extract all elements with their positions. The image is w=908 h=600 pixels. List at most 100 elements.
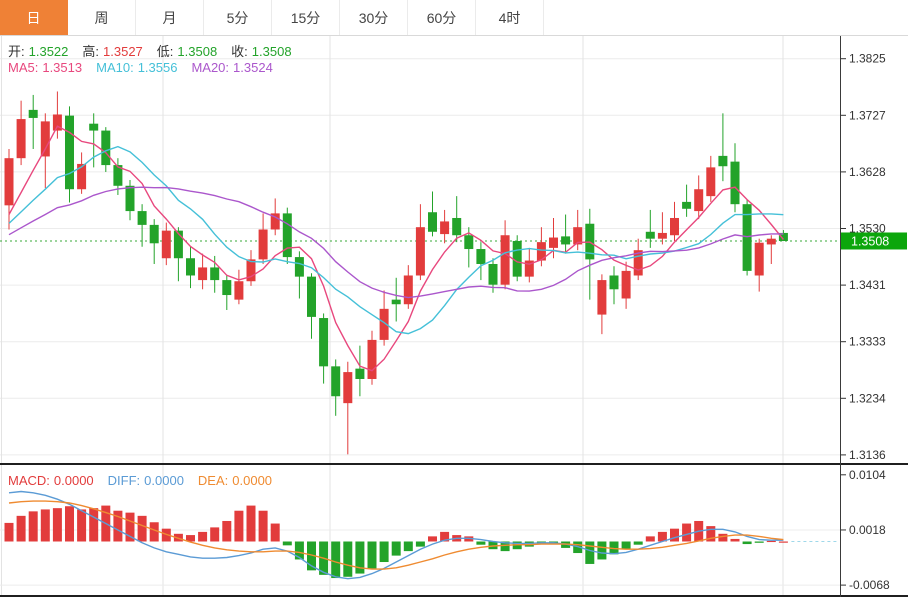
- macd-histogram-bar: [307, 541, 316, 571]
- candle-body: [234, 281, 244, 300]
- tab-4-5分[interactable]: 5分: [204, 0, 272, 35]
- candle-body: [440, 221, 450, 235]
- candle-body: [270, 213, 280, 230]
- candlestick-macd-chart[interactable]: 1.3825 1.3727 1.3628 1.3530 1.3431 1.3333 1.32…: [0, 36, 908, 597]
- macd-histogram-bar: [428, 536, 437, 542]
- candle-body: [28, 109, 38, 118]
- macd-histogram-bar: [343, 541, 353, 577]
- candle-body: [89, 123, 99, 131]
- tab-2-周[interactable]: 周: [68, 0, 136, 35]
- candle-body: [77, 163, 87, 190]
- macd-histogram-bar: [270, 523, 280, 542]
- tab-6-30分[interactable]: 30分: [340, 0, 408, 35]
- tab-1-日[interactable]: 日: [0, 0, 68, 35]
- macd-histogram-bar: [621, 541, 631, 550]
- candle-body: [766, 238, 776, 245]
- macd-histogram-bar: [65, 506, 74, 542]
- current-price-badge: [841, 232, 907, 250]
- candle-body: [222, 280, 232, 296]
- candle-body: [730, 161, 740, 205]
- candle-body: [16, 119, 26, 159]
- candle-body: [40, 121, 50, 157]
- candle-body: [428, 212, 437, 232]
- macd-histogram-bar: [391, 541, 401, 556]
- macd-histogram-bar: [282, 541, 292, 546]
- macd-histogram-bar: [210, 527, 220, 542]
- candle-body: [282, 213, 292, 258]
- macd-histogram-bar: [258, 510, 268, 542]
- macd-histogram-bar: [355, 541, 365, 574]
- candle-body: [706, 167, 716, 197]
- price-axis-label: 1.3530: [849, 222, 886, 236]
- macd-histogram-bar: [754, 541, 764, 543]
- diff-line: [8, 490, 784, 580]
- candle-body: [645, 231, 655, 239]
- candle-body: [210, 267, 220, 281]
- macd-histogram-bar: [367, 541, 377, 569]
- tab-8-4时[interactable]: 4时: [476, 0, 544, 35]
- macd-histogram-bar: [137, 515, 147, 542]
- candle-body: [343, 372, 353, 404]
- current-price-badge-text: 1.3508: [851, 234, 889, 248]
- macd-histogram-bar: [125, 512, 135, 542]
- price-axis-label: 1.3136: [849, 448, 886, 462]
- macd-histogram-bar: [222, 520, 232, 542]
- candle-body: [597, 280, 607, 315]
- price-axis-label: 1.3234: [849, 391, 886, 405]
- candle-body: [161, 230, 171, 259]
- price-axis-label: 1.3825: [849, 52, 886, 66]
- candle-body: [355, 368, 365, 379]
- macd-histogram-bar: [657, 531, 667, 542]
- macd-histogram-bar: [149, 522, 159, 542]
- candle-body: [186, 258, 195, 276]
- ma20-line: [8, 186, 784, 299]
- candle-body: [633, 250, 643, 276]
- macd-histogram-bar: [730, 538, 740, 542]
- candle-body: [415, 227, 425, 276]
- ma10-line: [8, 145, 784, 335]
- tab-3-月[interactable]: 月: [136, 0, 204, 35]
- candle-body: [778, 232, 788, 241]
- macd-histogram-bar: [246, 505, 256, 542]
- macd-histogram-bar: [186, 535, 195, 542]
- candle-body: [718, 155, 728, 167]
- macd-histogram-bar: [4, 522, 14, 542]
- macd-histogram-bar: [476, 541, 486, 545]
- candle-body: [512, 240, 522, 277]
- tab-7-60分[interactable]: 60分: [408, 0, 476, 35]
- candle-body: [742, 204, 752, 271]
- macd-histogram-bar: [28, 511, 38, 542]
- candle-body: [754, 242, 764, 276]
- candle-body: [125, 185, 135, 212]
- candle-body: [65, 115, 74, 190]
- candle-body: [682, 201, 692, 209]
- candle-body: [246, 259, 256, 282]
- macd-axis-label: 0.0104: [849, 468, 886, 482]
- candle-body: [621, 270, 631, 299]
- price-axis-label: 1.3333: [849, 335, 886, 349]
- price-axis-label: 1.3628: [849, 165, 886, 179]
- candle-body: [694, 189, 704, 212]
- candle-body: [4, 158, 14, 206]
- tab-5-15分[interactable]: 15分: [272, 0, 340, 35]
- candle-body: [573, 227, 583, 245]
- candle-body: [403, 275, 413, 305]
- macd-axis-label: -0.0068: [849, 578, 890, 592]
- macd-histogram-bar: [597, 541, 607, 560]
- macd-histogram-bar: [718, 533, 728, 542]
- macd-histogram-bar: [89, 508, 99, 542]
- macd-histogram-bar: [331, 541, 341, 579]
- candle-body: [113, 165, 123, 186]
- candle-body: [657, 232, 667, 239]
- candle-body: [452, 217, 462, 236]
- chart-area: 1.3825 1.3727 1.3628 1.3530 1.3431 1.3333 1.32…: [0, 36, 908, 597]
- price-axis-label: 1.3727: [849, 108, 886, 122]
- macd-histogram-bar: [40, 509, 50, 542]
- candle-body: [549, 237, 558, 248]
- candle-body: [319, 318, 329, 367]
- ma5-line: [8, 125, 784, 372]
- candle-body: [524, 260, 534, 277]
- dea-line: [8, 500, 784, 570]
- macd-histogram-bar: [500, 541, 510, 552]
